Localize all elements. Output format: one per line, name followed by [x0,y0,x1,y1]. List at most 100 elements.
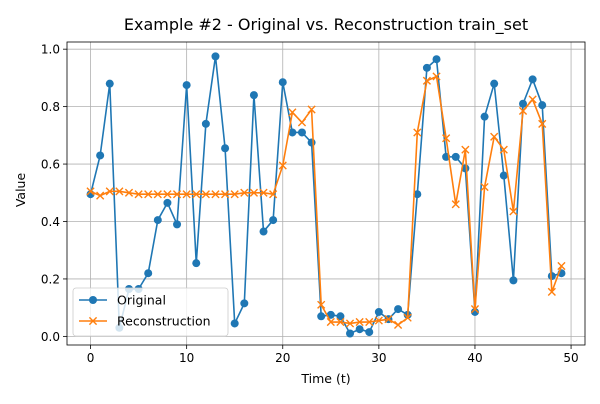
reconstruction-point [201,190,210,199]
reconstruction-point [297,118,307,127]
original-point [153,216,162,225]
legend-reconstruction-label: Reconstruction [117,314,211,329]
reconstruction-point [336,317,345,327]
reconstruction-point [240,188,249,197]
reconstruction-point [480,182,489,192]
reconstruction-point [528,95,537,104]
original-point [259,227,268,236]
legend-reconstruction-marker [88,316,98,326]
axes-frame [66,41,586,346]
original-point [509,276,518,285]
original-point [317,312,326,321]
reconstruction-point [134,190,143,199]
original-point [278,78,287,87]
x-axis-ticks: 0 10 20 30 40 50 [87,345,579,365]
reconstruction-point [288,108,297,117]
original-point [432,55,441,64]
y-tick-label: 1.0 [41,43,60,57]
original-point [307,138,316,147]
original-point [499,171,508,180]
y-tick-label: 0.0 [41,330,60,344]
y-axis-label: Value [13,173,28,208]
legend-original-label: Original [117,293,166,308]
reconstruction-point [461,145,470,154]
reconstruction-point [393,320,403,329]
x-tick-label: 50 [563,351,578,365]
original-point [173,220,182,229]
original-point [201,119,210,128]
x-tick-label: 20 [275,351,290,365]
reconstruction-point [144,190,153,199]
reconstruction-line [90,75,563,326]
reconstruction-point [192,190,201,199]
original-point [211,52,220,61]
original-point [230,319,239,328]
original-point [365,328,374,337]
original-point [288,128,297,137]
reconstruction-point [259,188,268,197]
reconstruction-point [153,190,162,199]
reconstruction-point [220,190,230,199]
reconstruction-point [547,287,556,296]
reconstruction-point [124,188,134,197]
original-point [547,272,556,281]
original-point [413,190,422,199]
original-point [269,216,278,225]
x-tick-label: 30 [371,351,386,365]
legend-box [72,287,229,337]
x-tick-label: 40 [467,351,482,365]
original-point [374,307,383,316]
reconstruction-point [317,300,326,309]
y-tick-label: 0.4 [41,215,60,229]
reconstruction-point [105,187,114,196]
original-point [336,312,345,321]
original-point [394,305,403,314]
reconstruction-point [278,161,287,170]
reconstruction-point [518,106,528,116]
reconstruction-point [86,187,95,196]
reconstruction-point [269,190,278,199]
reconstruction-point [413,128,422,137]
original-point [221,144,230,153]
y-tick-label: 0.8 [41,100,60,114]
original-point [528,75,537,84]
reconstruction-point [499,145,508,154]
legend: Original Reconstruction [72,287,229,337]
original-point [355,325,364,334]
original-point [182,81,191,90]
reconstruction-point [422,76,432,85]
legend-original-marker [89,296,97,304]
reconstruction-point [365,317,374,327]
original-point [192,259,201,268]
reconstruction-point [345,319,355,328]
x-tick-label: 10 [179,351,194,365]
x-tick-label: 0 [87,351,95,365]
reconstruction-point [355,317,364,327]
original-point [451,152,460,161]
y-tick-label: 0.2 [41,272,60,286]
reconstruction-point [509,207,518,216]
original-point [490,79,499,88]
reconstruction-point [182,190,191,199]
reconstruction-point [96,191,105,200]
reconstruction-point [432,72,441,81]
original-point [470,307,479,316]
reconstruction-point [374,316,383,325]
original-point [538,101,547,110]
y-tick-label: 0.6 [41,158,60,172]
reconstruction-point [163,190,172,199]
reconstruction-point [115,187,124,196]
reconstruction-series [86,72,566,329]
original-point [422,63,431,72]
reconstruction-point [172,190,182,199]
chart-title: Example #2 - Original vs. Reconstruction… [124,15,528,35]
reconstruction-point [403,313,412,322]
reconstruction-point [538,119,547,128]
x-axis-label: Time (t) [300,371,350,386]
original-point [96,151,105,160]
reconstruction-point [557,261,566,271]
original-point [249,91,258,100]
